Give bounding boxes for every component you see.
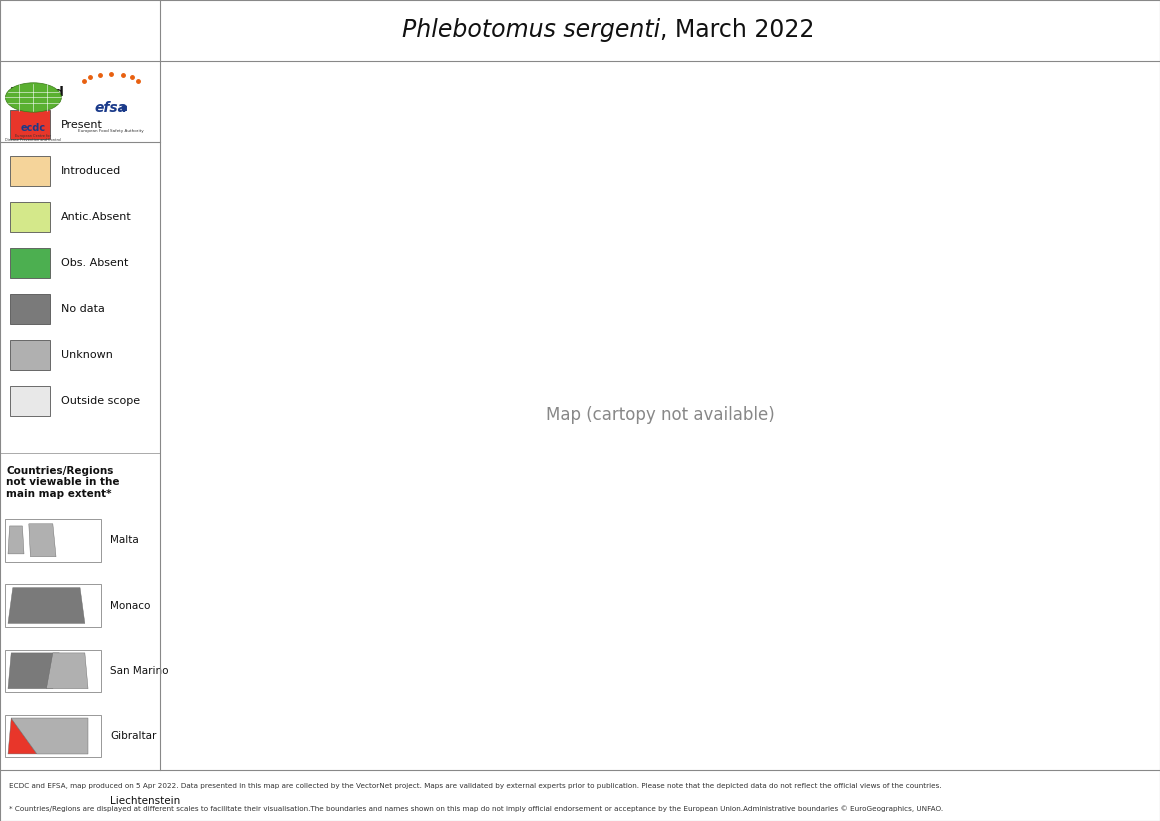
Text: ■: ■ [121, 105, 128, 111]
Text: Malta: Malta [110, 535, 139, 545]
FancyBboxPatch shape [9, 387, 50, 416]
FancyBboxPatch shape [8, 783, 43, 819]
FancyBboxPatch shape [9, 202, 50, 232]
FancyBboxPatch shape [5, 585, 101, 626]
Text: Monaco: Monaco [110, 600, 151, 611]
Text: ecdc: ecdc [21, 122, 46, 132]
Polygon shape [39, 783, 88, 819]
Polygon shape [46, 653, 88, 689]
Polygon shape [8, 588, 85, 623]
Text: European Centre for
Disease Prevention and Control: European Centre for Disease Prevention a… [6, 134, 61, 142]
FancyBboxPatch shape [9, 248, 50, 277]
Text: San Marino: San Marino [110, 666, 169, 676]
FancyBboxPatch shape [9, 340, 50, 370]
FancyBboxPatch shape [9, 156, 50, 186]
Text: Countries/Regions
not viewable in the
main map extent*: Countries/Regions not viewable in the ma… [7, 466, 119, 499]
Polygon shape [12, 718, 88, 754]
FancyBboxPatch shape [5, 780, 101, 821]
Polygon shape [29, 524, 56, 557]
Text: Phlebotomus sergenti: Phlebotomus sergenti [401, 18, 660, 43]
FancyBboxPatch shape [9, 294, 50, 324]
Text: , March 2022: , March 2022 [660, 18, 814, 43]
FancyBboxPatch shape [9, 110, 50, 140]
Text: Present: Present [60, 120, 103, 130]
FancyBboxPatch shape [5, 649, 101, 692]
FancyBboxPatch shape [5, 519, 101, 562]
Text: efsa: efsa [95, 101, 128, 115]
Text: Antic.Absent: Antic.Absent [60, 212, 131, 222]
Polygon shape [8, 526, 24, 554]
Text: Outside scope: Outside scope [60, 397, 140, 406]
Text: Map (cartopy not available): Map (cartopy not available) [545, 406, 775, 424]
Text: Gibraltar: Gibraltar [110, 731, 157, 741]
Circle shape [6, 83, 61, 112]
Text: Legend: Legend [9, 85, 65, 99]
Text: Obs. Absent: Obs. Absent [60, 258, 129, 268]
Text: Liechtenstein: Liechtenstein [110, 796, 181, 806]
Text: Unknown: Unknown [60, 350, 113, 360]
Text: No data: No data [60, 304, 104, 314]
Polygon shape [8, 653, 59, 689]
Text: * Countries/Regions are displayed at different scales to facilitate their visual: * Countries/Regions are displayed at dif… [9, 805, 943, 813]
Text: Introduced: Introduced [60, 166, 121, 176]
FancyBboxPatch shape [5, 715, 101, 757]
Text: European Food Safety Authority: European Food Safety Authority [78, 129, 144, 132]
Polygon shape [8, 718, 37, 754]
Text: ECDC and EFSA, map produced on 5 Apr 2022. Data presented in this map are collec: ECDC and EFSA, map produced on 5 Apr 202… [9, 783, 942, 789]
